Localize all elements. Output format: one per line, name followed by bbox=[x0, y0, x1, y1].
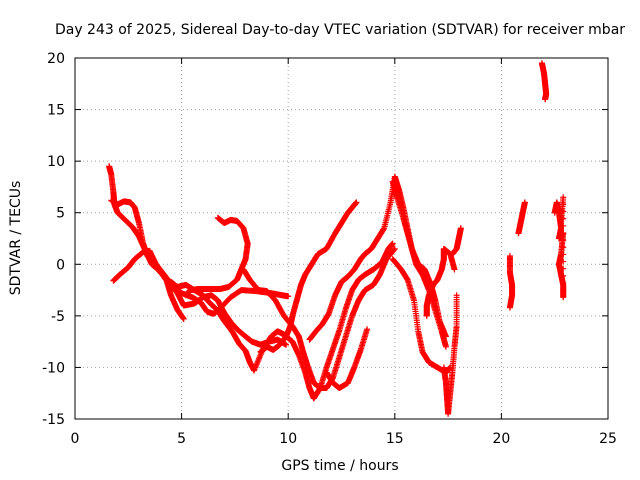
data-point bbox=[560, 244, 567, 251]
data-point bbox=[391, 245, 398, 252]
series-track-n bbox=[449, 225, 464, 257]
series-track-d bbox=[167, 240, 396, 402]
data-point bbox=[560, 272, 567, 279]
x-tick-label: 5 bbox=[177, 431, 186, 447]
data-point bbox=[442, 343, 449, 350]
series-track-h bbox=[306, 173, 449, 350]
data-point bbox=[560, 237, 567, 244]
data-point bbox=[560, 265, 567, 272]
y-tick-label: 0 bbox=[56, 257, 65, 273]
data-point bbox=[521, 199, 528, 206]
y-tick-label: -5 bbox=[51, 309, 65, 325]
chart-title: Day 243 of 2025, Sidereal Day-to-day VTE… bbox=[55, 22, 625, 38]
data-points bbox=[106, 60, 567, 417]
series-track-f bbox=[240, 245, 398, 392]
data-point bbox=[182, 292, 189, 299]
y-tick-label: 5 bbox=[56, 206, 65, 222]
series-track-m bbox=[440, 292, 460, 417]
y-tick-label: 10 bbox=[47, 154, 65, 170]
data-point bbox=[560, 258, 567, 265]
series-track-l bbox=[423, 245, 458, 319]
data-point bbox=[560, 287, 567, 294]
x-tick-label: 15 bbox=[386, 431, 404, 447]
series-track-c bbox=[110, 247, 290, 348]
axis-ticks: 0 5 10 15 20 25 -15 -10 -5 0 5 10 15 20 bbox=[42, 51, 617, 447]
data-point bbox=[391, 246, 398, 253]
plot-frame bbox=[74, 57, 609, 420]
series-track-q bbox=[538, 60, 550, 103]
data-point bbox=[285, 293, 292, 300]
data-point bbox=[283, 341, 290, 348]
data-point bbox=[558, 220, 565, 227]
data-point bbox=[542, 96, 549, 103]
y-tick-label: -15 bbox=[42, 412, 65, 428]
data-point bbox=[560, 279, 567, 286]
grid bbox=[75, 58, 608, 419]
x-axis-label: GPS time / hours bbox=[281, 458, 398, 474]
y-tick-label: 15 bbox=[47, 103, 65, 119]
x-tick-label: 20 bbox=[492, 431, 510, 447]
y-tick-label: 20 bbox=[47, 51, 65, 67]
data-point bbox=[180, 315, 187, 322]
data-point bbox=[442, 333, 449, 340]
data-point bbox=[457, 225, 464, 232]
data-point bbox=[389, 240, 396, 247]
series-track-g bbox=[257, 199, 360, 355]
series-track-p bbox=[515, 199, 528, 237]
data-point bbox=[506, 304, 513, 311]
data-point bbox=[451, 266, 458, 273]
x-tick-label: 0 bbox=[71, 431, 80, 447]
data-point bbox=[453, 292, 460, 299]
series-track-e bbox=[182, 214, 251, 299]
data-point bbox=[353, 199, 360, 206]
series-track-a bbox=[106, 163, 187, 322]
data-point bbox=[560, 251, 567, 258]
series-track-r bbox=[551, 194, 567, 301]
data-point bbox=[560, 229, 567, 236]
x-tick-label: 25 bbox=[599, 431, 617, 447]
series-track-i bbox=[323, 326, 371, 392]
series-track-o bbox=[506, 253, 516, 311]
data-point bbox=[364, 326, 371, 333]
series-track-j bbox=[389, 178, 449, 340]
y-axis-label: SDTVAR / TECUs bbox=[8, 181, 24, 296]
data-point bbox=[560, 294, 567, 301]
x-tick-label: 10 bbox=[279, 431, 297, 447]
y-tick-label: -10 bbox=[42, 360, 65, 376]
